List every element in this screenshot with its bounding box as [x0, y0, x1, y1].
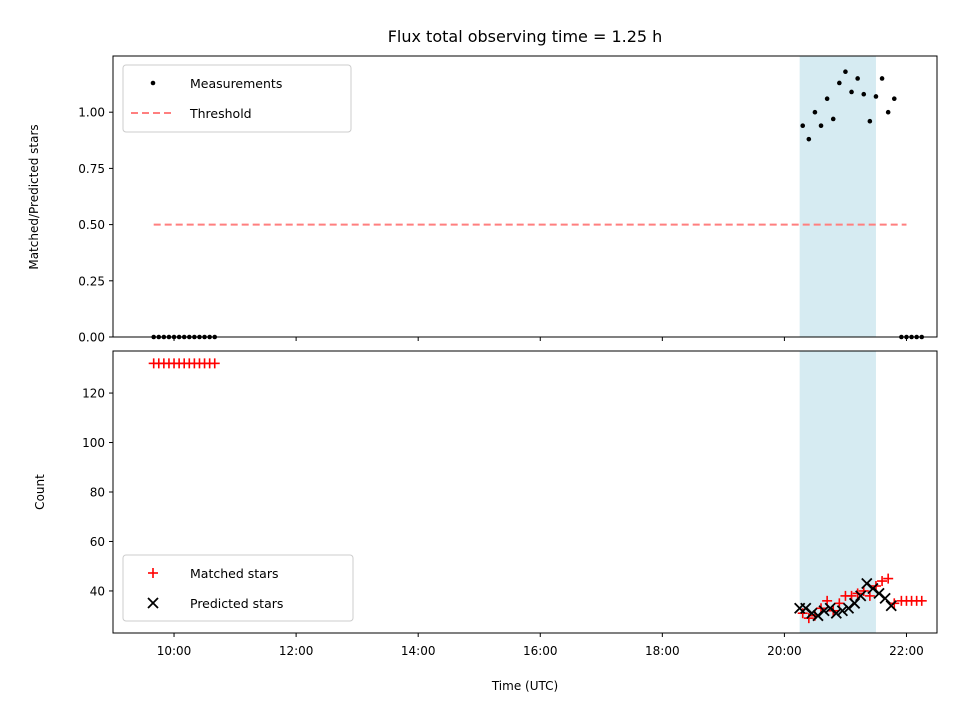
bottom-chart-series-predicted-stars-point-1-b — [800, 602, 812, 614]
bottom-chart-series-predicted-stars-point-4-b — [818, 605, 830, 617]
bottom-chart-series-predicted-stars-point-6-b — [830, 607, 842, 619]
top-chart-y-tick-label-3: 0.75 — [78, 162, 105, 176]
bottom-chart-series-predicted-stars-point-14-b — [879, 592, 891, 605]
top-chart-series-measurements-point-22 — [855, 76, 860, 81]
top-chart-series-measurements-point-16 — [818, 123, 824, 128]
bottom-chart-x-tick-label-1: 12:00 — [279, 644, 314, 658]
bottom-chart-series-predicted-stars-point-4 — [818, 605, 830, 617]
bottom-chart-legend-matched-stars-label: Matched stars — [190, 566, 278, 581]
bottom-chart-series-predicted-stars-point-11-b — [861, 577, 873, 590]
bottom-chart-series-predicted-stars-point-2 — [806, 607, 818, 619]
top-chart-legend-measurements-swatch — [150, 80, 156, 86]
bottom-chart-series-matched-stars-point-12 — [209, 358, 220, 369]
top-chart-legend-box — [122, 64, 352, 133]
bottom-chart-x-tick-label-3: 16:00 — [523, 644, 558, 658]
top-chart-y-tick-label-0: 0.00 — [78, 331, 105, 345]
top-chart-legend-threshold-label: Threshold — [189, 106, 252, 121]
bottom-chart-x-tick-label-5: 20:00 — [767, 644, 802, 658]
bottom-chart-legend-matched-stars-swatch — [148, 568, 158, 578]
top-chart-y-tick-label-2: 0.50 — [78, 218, 105, 232]
bottom-chart-legend-predicted-stars-swatch — [147, 597, 159, 609]
top-chart-series-measurements-point-18 — [830, 116, 836, 122]
bottom-chart-series-matched-stars-point-26 — [877, 576, 888, 587]
top-chart-frame — [112, 55, 938, 338]
bottom-chart-series-predicted-stars-point-12-b — [867, 582, 879, 595]
top-chart-series-measurements-point-14 — [806, 136, 812, 142]
bottom-chart-series-matched-stars-point-13 — [797, 608, 808, 619]
bottom-chart-x-tick-label-0: 10:00 — [157, 644, 192, 658]
top-chart-y-axis-label: Matched/Predicted stars — [27, 124, 41, 269]
bottom-chart-y-tick-label-2: 80 — [90, 486, 105, 500]
bottom-chart-y-tick-label-0: 40 — [90, 584, 105, 598]
bottom-chart-x-tick-label-2: 14:00 — [401, 644, 436, 658]
bottom-chart-series-predicted-stars-point-2-b — [806, 607, 818, 619]
top-chart-series-measurements-point-20 — [843, 69, 848, 75]
bottom-chart-series-predicted-stars-point-5-b — [824, 602, 836, 614]
top-chart-series-measurements-point-26 — [879, 76, 885, 81]
top-chart-series-measurements-point-19 — [837, 80, 842, 86]
bottom-chart-y-tick-label-3: 100 — [82, 436, 105, 450]
bottom-chart-y-tick-label-4: 120 — [82, 387, 105, 401]
top-chart-series-measurements-point-13 — [800, 123, 806, 128]
bottom-chart-y-tick-label-1: 60 — [90, 535, 105, 549]
bottom-chart-series-predicted-stars-point-7 — [836, 605, 849, 617]
bottom-chart-series-predicted-stars-point-6 — [830, 607, 842, 619]
bottom-chart-x-axis-label: Time (UTC) — [491, 679, 558, 693]
bottom-chart-x-tick-label-6: 22:00 — [889, 644, 924, 658]
bottom-chart-legend-predicted-stars-label: Predicted stars — [190, 596, 283, 611]
bottom-chart-series-predicted-stars-point-15 — [885, 600, 897, 612]
top-chart-series-measurements-point-15 — [812, 109, 818, 115]
bottom-chart-series-matched-stars-point-33 — [916, 595, 927, 606]
top-chart-y-tick-label-4: 1.00 — [78, 106, 105, 120]
top-chart-series-measurements-point-27 — [885, 109, 891, 115]
bottom-chart-series-predicted-stars-point-9-b — [848, 597, 861, 609]
bottom-chart-series-predicted-stars-point-7-b — [836, 605, 849, 617]
bottom-chart-x-tick-label-4: 18:00 — [645, 644, 680, 658]
top-chart-series-measurements-point-24 — [867, 118, 873, 124]
top-chart-series-measurements-point-25 — [873, 94, 879, 99]
top-chart-series-measurements-point-23 — [861, 91, 867, 97]
bottom-chart-legend-box — [122, 554, 354, 622]
bottom-chart-series-matched-stars-point-14 — [803, 613, 814, 624]
bottom-chart-series-matched-stars-point-27 — [883, 573, 894, 584]
top-chart-shaded-region — [799, 56, 876, 337]
top-chart-series-measurements-point-21 — [849, 89, 854, 95]
top-chart-title: Flux total observing time = 1.25 h — [388, 27, 663, 46]
bottom-chart-series-predicted-stars-point-15-b — [885, 600, 897, 612]
bottom-chart-series-predicted-stars-point-10-b — [855, 590, 867, 602]
bottom-chart-legend-predicted-stars-swatch-b — [147, 597, 159, 609]
bottom-chart-series-predicted-stars-point-14 — [879, 592, 891, 605]
bottom-chart-y-axis-label: Count — [33, 474, 47, 510]
top-chart-series-measurements-point-28 — [891, 96, 897, 102]
bottom-chart-series-predicted-stars-point-10 — [855, 590, 867, 602]
bottom-chart-series-predicted-stars-point-9 — [848, 597, 861, 609]
top-chart-legend-measurements-label: Measurements — [190, 76, 282, 91]
top-chart-y-tick-label-1: 0.25 — [78, 274, 105, 288]
top-chart-series-measurements-point-17 — [824, 96, 830, 102]
bottom-chart-series-predicted-stars-point-13-b — [873, 587, 885, 600]
chart-marks-layer: 0.00 0.25 0.50 0.75 1.00 Measurements Threshol… — [78, 55, 938, 658]
